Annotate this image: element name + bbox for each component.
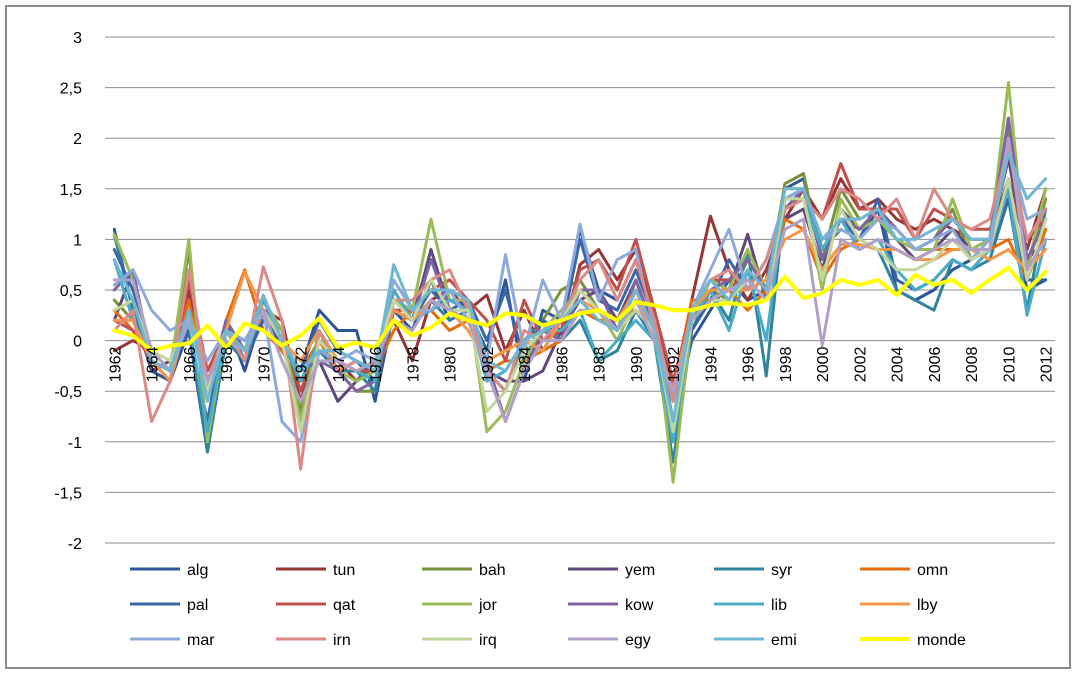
x-tick-label: 2006 <box>927 346 944 382</box>
y-tick-label: 0 <box>73 334 82 351</box>
x-tick-label: 1982 <box>480 346 497 382</box>
plot-lines <box>112 81 1048 484</box>
x-tick-label: 2010 <box>1001 346 1018 382</box>
x-tick-label: 1984 <box>517 346 534 382</box>
legend-label: qat <box>333 597 356 614</box>
legend-label: jor <box>478 597 497 614</box>
grid: -2 -1,5 -1 -0,5 0 0,5 1 1,5 2 2,5 3 <box>54 30 1055 553</box>
x-axis-labels: 1962 1964 1966 1968 1970 1972 1974 1976 1978 1980… <box>107 346 1055 382</box>
legend-label: bah <box>479 562 506 579</box>
x-tick-label: 2000 <box>815 346 832 382</box>
legend-label: pal <box>187 597 208 614</box>
series-line <box>112 177 1048 434</box>
x-tick-label: 1990 <box>629 346 646 382</box>
x-tick-label: 2002 <box>852 346 869 382</box>
legend: alg tun bah yem syr omn pal qat jor kow lib lby mar i… <box>130 562 966 649</box>
series-line <box>112 265 1048 353</box>
legend-label: lib <box>771 597 787 614</box>
x-tick-label: 1976 <box>368 346 385 382</box>
legend-label: irq <box>479 632 497 649</box>
x-tick-label: 1968 <box>219 346 236 382</box>
legend-label: monde <box>917 632 966 649</box>
y-tick-label: 2,5 <box>60 81 82 98</box>
legend-label: irn <box>333 632 351 649</box>
x-tick-label: 1978 <box>405 346 422 382</box>
y-tick-label: 0,5 <box>60 283 82 300</box>
legend-label: syr <box>771 562 793 579</box>
x-tick-label: 1986 <box>554 346 571 382</box>
x-tick-label: 1970 <box>256 346 273 382</box>
legend-label: omn <box>917 562 948 579</box>
x-tick-label: 1962 <box>107 346 124 382</box>
legend-label: mar <box>187 632 215 649</box>
y-tick-label: -0,5 <box>54 384 82 401</box>
x-tick-label: 1974 <box>331 346 348 382</box>
y-tick-label: 1,5 <box>60 182 82 199</box>
series-line <box>112 151 1048 424</box>
x-tick-label: 1994 <box>703 346 720 382</box>
y-tick-label: 2 <box>73 131 82 148</box>
x-tick-label: 1998 <box>778 346 795 382</box>
series-line <box>112 146 1048 471</box>
x-tick-label: 1980 <box>443 346 460 382</box>
y-tick-label: 3 <box>73 30 82 47</box>
x-tick-label: 1996 <box>741 346 758 382</box>
legend-label: alg <box>187 562 208 579</box>
x-tick-label: 1992 <box>666 346 683 382</box>
legend-label: yem <box>625 562 655 579</box>
x-tick-label: 2008 <box>964 346 981 382</box>
legend-label: egy <box>625 632 651 649</box>
y-tick-label: 1 <box>73 232 82 249</box>
series-line <box>112 146 1048 444</box>
y-tick-label: -2 <box>68 536 82 553</box>
x-tick-label: 2012 <box>1039 346 1056 382</box>
series-line <box>112 136 1048 424</box>
x-tick-label: 1988 <box>592 346 609 382</box>
y-tick-label: -1,5 <box>54 485 82 502</box>
legend-label: kow <box>625 597 654 614</box>
x-tick-label: 1972 <box>294 346 311 382</box>
y-tick-label: -1 <box>68 435 82 452</box>
legend-label: tun <box>333 562 355 579</box>
legend-label: lby <box>917 597 937 614</box>
legend-label: emi <box>771 632 797 649</box>
x-tick-label: 1966 <box>182 346 199 382</box>
x-tick-label: 2004 <box>890 346 907 382</box>
x-tick-label: 1964 <box>145 346 162 382</box>
